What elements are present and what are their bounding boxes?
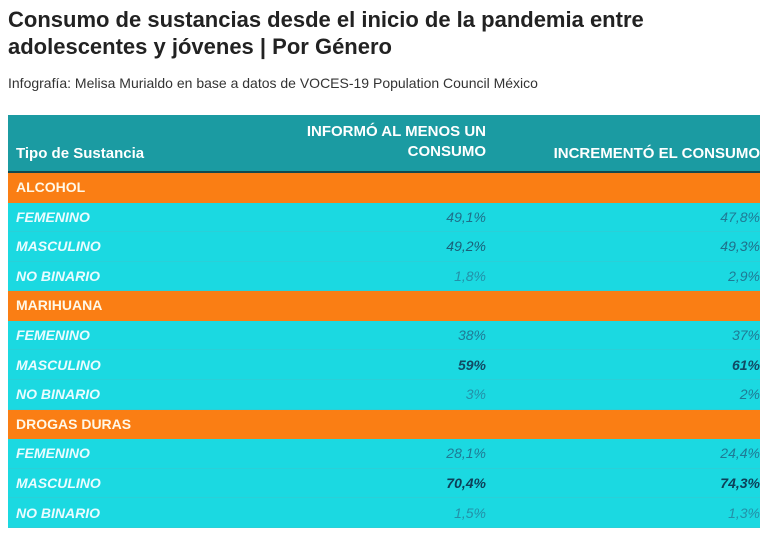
table-header: Tipo de Sustancia INFORMÓ AL MENOS UN CO… xyxy=(8,115,760,173)
value-reported: 38% xyxy=(457,327,486,344)
row-label: NO BINARIO xyxy=(16,386,100,403)
table-row: MASCULINO 70,4% 74,3% xyxy=(8,468,760,499)
value-increased: 49,3% xyxy=(720,238,760,255)
column-header-reported: INFORMÓ AL MENOS UN CONSUMO xyxy=(306,123,486,160)
value-increased: 74,3% xyxy=(720,474,760,491)
row-label: FEMENINO xyxy=(16,445,90,462)
table-row: MASCULINO 49,2% 49,3% xyxy=(8,232,760,262)
table-body: ALCOHOL FEMENINO 49,1% 47,8% MASCULINO 49,2% 4… xyxy=(8,173,760,528)
value-reported: 49,1% xyxy=(446,208,486,225)
column-header-substance: Tipo de Sustancia xyxy=(16,145,145,162)
row-label: FEMENINO xyxy=(16,327,90,344)
row-label: MASCULINO xyxy=(16,474,101,491)
group-header: MARIHUANA xyxy=(8,291,760,321)
value-reported: 49,2% xyxy=(446,238,486,255)
table-row: NO BINARIO 1,8% 2,9% xyxy=(8,261,760,292)
table-row: FEMENINO 28,1% 24,4% xyxy=(8,439,760,469)
row-label: MASCULINO xyxy=(16,238,101,255)
value-increased: 1,3% xyxy=(728,504,760,521)
value-reported: 70,4% xyxy=(446,474,486,491)
row-label: FEMENINO xyxy=(16,208,90,225)
value-increased: 37% xyxy=(731,327,760,344)
table-row: FEMENINO 49,1% 47,8% xyxy=(8,202,760,233)
table-row: MASCULINO 59% 61% xyxy=(8,350,760,380)
group-header: DROGAS DURAS xyxy=(8,409,760,440)
value-increased: 47,8% xyxy=(720,208,760,225)
value-increased: 2% xyxy=(739,386,760,403)
column-header-increased: INCREMENTÓ EL CONSUMO xyxy=(553,145,760,162)
value-reported: 1,8% xyxy=(454,267,486,284)
value-reported: 3% xyxy=(465,386,486,403)
table-row: NO BINARIO 1,5% 1,3% xyxy=(8,498,760,528)
value-increased: 2,9% xyxy=(728,267,760,284)
row-label: NO BINARIO xyxy=(16,267,100,284)
row-label: NO BINARIO xyxy=(16,504,100,521)
value-increased: 61% xyxy=(731,356,760,373)
row-label: MASCULINO xyxy=(16,356,101,373)
page-title: Consumo de sustancias desde el inicio de… xyxy=(8,7,644,59)
value-reported: 1,5% xyxy=(454,504,486,521)
table-row: NO BINARIO 3% 2% xyxy=(8,379,760,410)
value-reported: 28,1% xyxy=(446,445,486,462)
group-header: ALCOHOL xyxy=(8,173,760,203)
data-table: Tipo de Sustancia INFORMÓ AL MENOS UN CO… xyxy=(8,115,760,528)
value-reported: 59% xyxy=(457,356,486,373)
subtitle: Infografía: Melisa Murialdo en base a da… xyxy=(8,75,538,91)
value-increased: 24,4% xyxy=(720,445,760,462)
table-row: FEMENINO 38% 37% xyxy=(8,320,760,351)
